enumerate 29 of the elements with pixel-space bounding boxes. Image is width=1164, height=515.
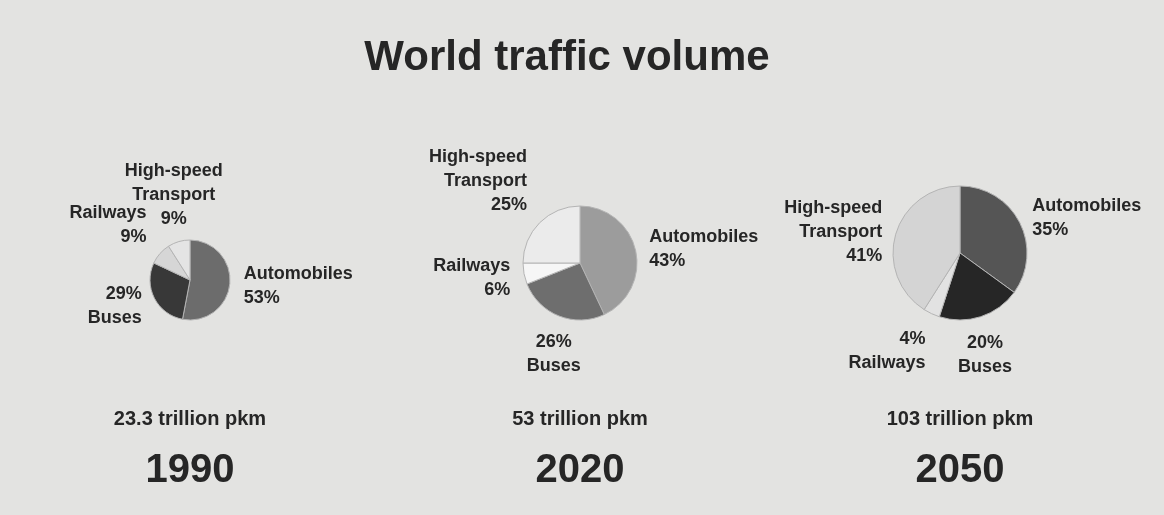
data-label: 4% xyxy=(899,328,926,349)
data-label: 53% xyxy=(243,287,280,308)
data-label: 35% xyxy=(1032,218,1069,239)
slice-label: Buses xyxy=(958,356,1013,377)
slice-label: High-speed Transport xyxy=(428,145,527,190)
text: 2020 xyxy=(535,446,625,490)
text: 1990 xyxy=(145,446,235,490)
data-label: 25% xyxy=(490,193,527,214)
slice-label: Automobiles xyxy=(1032,194,1142,215)
data-label: 43% xyxy=(649,249,686,270)
slice-label: High-speed Transport xyxy=(784,196,883,241)
text: 2050 xyxy=(915,446,1005,490)
slice-label: Railways xyxy=(848,352,926,373)
data-label: 20% xyxy=(967,332,1004,353)
text: 53 trillion pkm xyxy=(512,407,648,429)
data-label: 9% xyxy=(120,225,147,246)
data-label: 41% xyxy=(846,244,883,265)
data-label: 6% xyxy=(484,278,511,299)
slice-label: Buses xyxy=(526,355,581,376)
data-label: 9% xyxy=(160,208,187,229)
data-label: 26% xyxy=(535,331,572,352)
slice-label: Railways xyxy=(433,254,511,275)
slice-label: Automobiles xyxy=(243,263,353,284)
slice-label: Buses xyxy=(87,306,142,327)
slice-label: Automobiles xyxy=(649,225,759,246)
text: 103 trillion pkm xyxy=(886,407,1034,429)
text: World traffic volume xyxy=(364,32,770,79)
text: 23.3 trillion pkm xyxy=(113,407,267,429)
data-label: 29% xyxy=(105,282,142,303)
